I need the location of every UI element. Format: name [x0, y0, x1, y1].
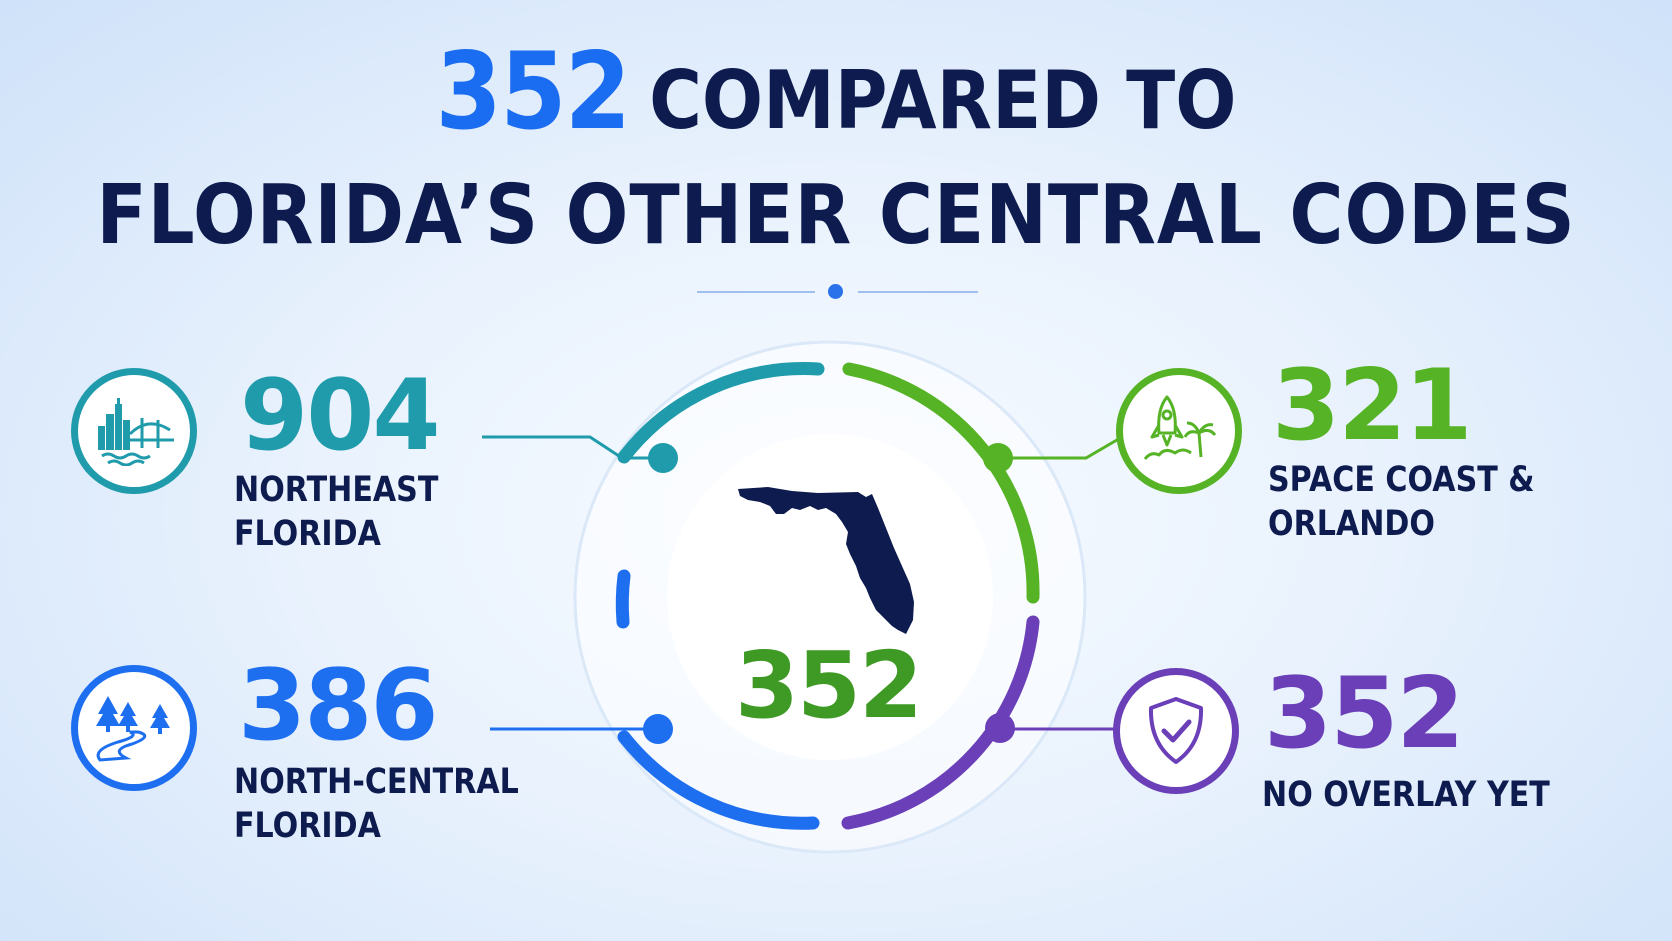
- area-code-321: 321: [1272, 349, 1473, 463]
- area-code-352: 352: [1264, 657, 1465, 771]
- area-label-321-line2: ORLANDO: [1268, 504, 1436, 544]
- ring-arc-386-top: [615, 569, 631, 629]
- area-code-386: 386: [238, 649, 439, 763]
- city-bridge-icon: [71, 368, 197, 494]
- page-title-line2: FLORIDA’S OTHER CENTRAL CODES: [96, 168, 1576, 263]
- rocket-palm-icon: [1116, 368, 1242, 494]
- area-label-352: NO OVERLAY YET: [1262, 773, 1623, 817]
- ring-arc-321: [842, 362, 1040, 604]
- divider-left: [697, 291, 815, 293]
- node-352: [985, 713, 1015, 743]
- ring-arc-904: [617, 362, 825, 464]
- connector-321: [996, 435, 1123, 460]
- area-label-904-line1: NORTHEAST FLORIDA: [234, 470, 439, 554]
- area-label-386: NORTH-CENTRAL FLORIDA: [234, 760, 595, 848]
- node-321: [983, 443, 1013, 473]
- area-label-321: SPACE COAST & ORLANDO: [1268, 458, 1629, 546]
- ring-arc-386: [617, 730, 820, 830]
- area-label-352-line1: NO OVERLAY YET: [1262, 775, 1550, 815]
- area-label-904: NORTHEAST FLORIDA: [234, 468, 595, 556]
- divider-dot: [828, 284, 843, 299]
- divider-right: [858, 291, 978, 293]
- title-highlight-code: 352: [435, 30, 632, 153]
- title-line1-text: COMPARED TO: [649, 54, 1237, 147]
- ring-arc-352: [841, 615, 1040, 830]
- node-904: [648, 443, 678, 473]
- area-code-904: 904: [240, 359, 441, 473]
- center-area-code: 352: [735, 632, 923, 739]
- florida-map-icon: [738, 487, 914, 634]
- shield-check-icon: [1113, 668, 1239, 794]
- area-label-321-line1: SPACE COAST &: [1268, 460, 1535, 500]
- node-386: [643, 714, 673, 744]
- trees-river-icon: [71, 665, 197, 791]
- page-title-line1: 352 COMPARED TO: [84, 39, 1589, 151]
- inner-disk: [667, 434, 993, 760]
- connector-904: [482, 435, 663, 460]
- area-label-386-line1: NORTH-CENTRAL: [234, 762, 519, 802]
- area-label-386-line2: FLORIDA: [234, 806, 381, 846]
